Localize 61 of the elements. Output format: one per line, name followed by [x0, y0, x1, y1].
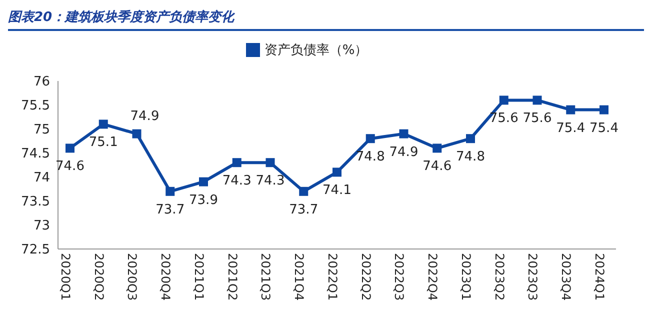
- y-tick-label: 72.5: [21, 242, 50, 258]
- y-tick-label: 75.5: [21, 98, 50, 114]
- chart-title: 图表20：建筑板块季度资产负债率变化: [8, 8, 644, 31]
- y-tick-label: 76: [33, 74, 50, 90]
- point: [499, 96, 508, 105]
- point: [532, 96, 542, 105]
- x-tick-label: 2021Q2: [225, 253, 240, 301]
- data-label: 74.9: [130, 108, 160, 124]
- data-label: 75.4: [556, 120, 586, 136]
- data-label: 75.1: [88, 135, 118, 150]
- x-tick-label: 2020Q4: [158, 253, 173, 301]
- data-label: 75.6: [522, 111, 552, 126]
- data-label: 74.8: [356, 150, 385, 165]
- point: [332, 168, 342, 177]
- data-label: 73.7: [289, 202, 318, 218]
- x-tick-label: 2022Q4: [426, 253, 440, 301]
- x-tick-label: 2023Q1: [458, 253, 473, 301]
- y-tick-label: 74: [33, 170, 50, 186]
- point: [566, 105, 576, 114]
- legend-label: 资产负债率（%）: [264, 43, 368, 58]
- data-label: 74.8: [456, 150, 485, 165]
- point: [66, 144, 74, 153]
- point: [299, 186, 308, 196]
- data-label: 74.9: [389, 144, 418, 160]
- x-tick-label: 2020Q1: [58, 253, 72, 301]
- x-tick-label: 2023Q3: [526, 253, 540, 301]
- data-label: 73.9: [189, 192, 218, 208]
- data-label: 74.1: [322, 183, 352, 198]
- point: [232, 158, 242, 168]
- x-tick-label: 2020Q3: [125, 253, 140, 301]
- data-label: 73.7: [156, 202, 185, 218]
- x-tick-label: 2022Q1: [325, 253, 340, 301]
- data-label: 74.6: [422, 159, 452, 174]
- point: [132, 129, 142, 138]
- point: [466, 134, 475, 144]
- x-tick-label: 2023Q2: [492, 253, 506, 301]
- y-tick-label: 74.5: [21, 146, 50, 162]
- y-tick-label: 75: [33, 122, 50, 138]
- x-tick-label: 2020Q2: [92, 253, 106, 301]
- data-label: 74.3: [222, 174, 252, 189]
- point: [432, 144, 442, 153]
- y-tick-label: 73: [33, 218, 50, 234]
- data-label: 74.6: [56, 159, 84, 174]
- data-label: 75.4: [590, 120, 618, 136]
- x-tick-label: 2021Q4: [292, 253, 306, 301]
- x-tick-label: 2024Q1: [592, 253, 606, 301]
- data-label: 74.3: [256, 174, 285, 189]
- x-tick-label: 2022Q3: [392, 253, 406, 301]
- data-label: 75.6: [489, 111, 518, 126]
- point: [98, 120, 108, 129]
- y-tick-label: 73.5: [21, 194, 50, 210]
- x-tick-label: 2022Q2: [358, 253, 373, 301]
- x-tick-label: 2021Q3: [258, 253, 273, 301]
- x-tick-label: 2023Q4: [559, 253, 574, 301]
- point: [166, 186, 175, 196]
- point: [366, 134, 375, 144]
- x-tick-label: 2021Q1: [192, 253, 206, 301]
- point: [199, 177, 208, 186]
- point: [399, 129, 408, 138]
- point: [266, 158, 275, 168]
- point: [600, 105, 608, 114]
